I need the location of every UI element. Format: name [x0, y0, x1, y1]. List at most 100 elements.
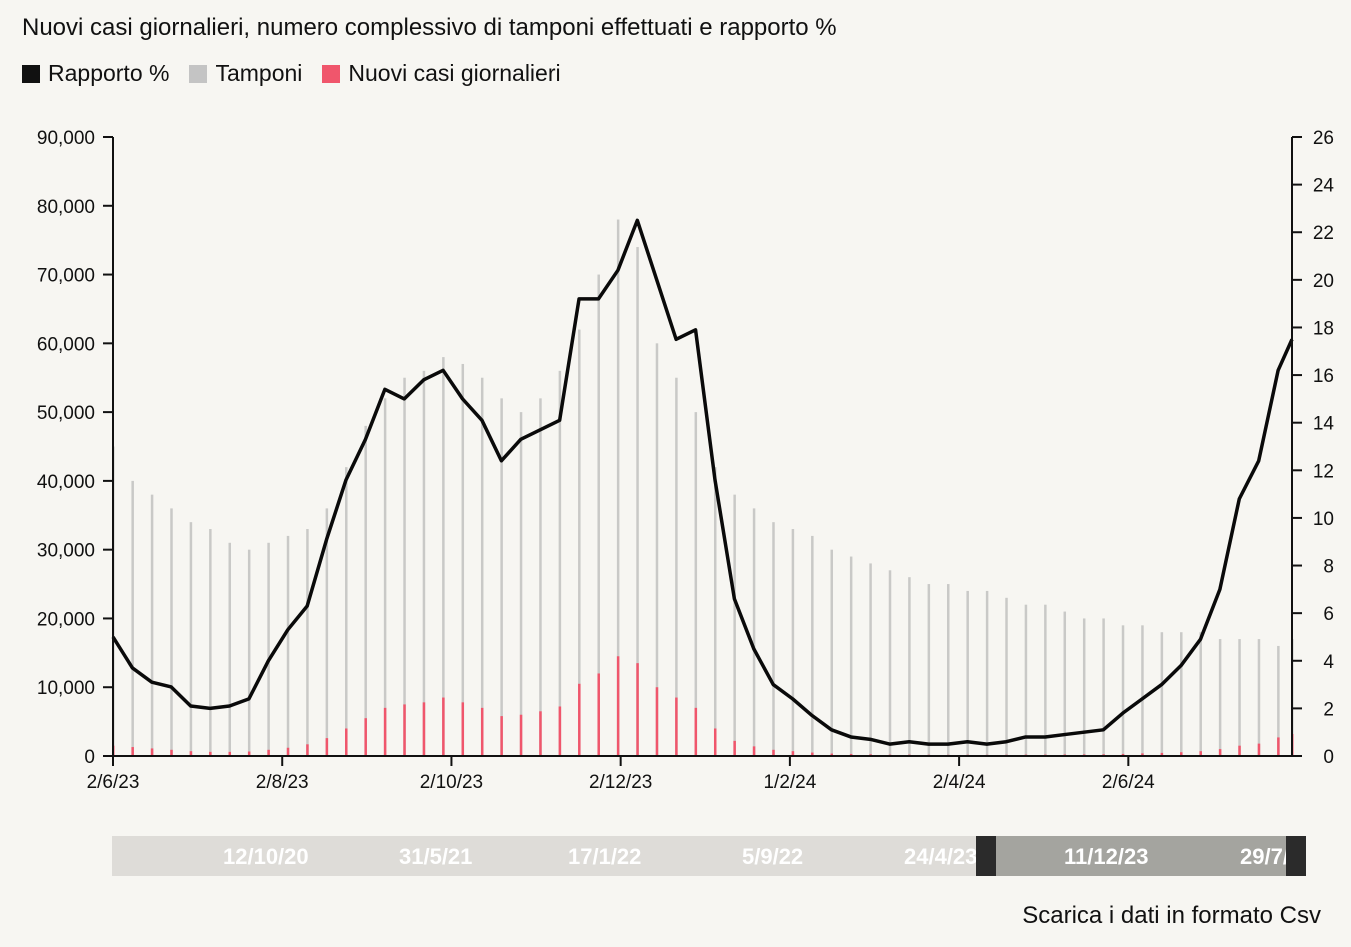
tamponi-bar [888, 570, 892, 756]
tamponi-bar [1005, 597, 1008, 756]
tamponi-bar [539, 398, 542, 756]
y-left-tick-label: 80,000 [37, 197, 95, 218]
tamponi-bar [325, 508, 329, 756]
tamponi-bar [1180, 632, 1183, 756]
tamponi-bar [791, 529, 795, 756]
tamponi-bar [947, 584, 950, 756]
legend-item-casi[interactable]: Nuovi casi giornalieri [322, 60, 561, 87]
navigator-right-handle[interactable] [1286, 836, 1306, 876]
legend: Rapporto % Tamponi Nuovi casi giornalier… [22, 60, 561, 87]
casi-bar [500, 716, 503, 756]
tamponi-bar [364, 425, 367, 756]
casi-bar [1180, 752, 1183, 756]
casi-bar [849, 753, 853, 756]
x-tick-label: 2/6/24 [1102, 772, 1155, 793]
tamponi-bar [713, 467, 717, 756]
tamponi-bar [189, 522, 193, 756]
tamponi-bar [422, 370, 426, 756]
tamponi-bar [869, 563, 872, 756]
navigator-label: 5/9/22 [742, 844, 804, 869]
tamponi-bar [733, 494, 736, 756]
tamponi-bar [578, 329, 581, 756]
casi-bar [1141, 753, 1144, 756]
navigator-selection[interactable] [988, 836, 1294, 876]
y-right-tick-label: 24 [1313, 176, 1335, 197]
y-left-tick-label: 50,000 [37, 403, 95, 424]
tamponi-bar [500, 398, 503, 756]
casi-bar [1257, 743, 1261, 756]
casi-bar [209, 751, 212, 756]
tamponi-bar [752, 508, 756, 756]
x-tick-label: 2/4/24 [933, 772, 986, 793]
casi-bar [772, 749, 775, 756]
tamponi-bar [131, 480, 134, 756]
casi-bar [461, 702, 465, 756]
tamponi-bar [966, 590, 969, 756]
casi-bar [694, 707, 698, 756]
tamponi-bar [1257, 639, 1261, 756]
tamponi-bar [597, 274, 600, 756]
tamponi-bar [480, 377, 484, 756]
y-right-tick-label: 10 [1313, 509, 1334, 530]
tamponi-bar [985, 590, 989, 756]
tamponi-bar [1082, 618, 1086, 756]
y-left-tick-label: 0 [84, 747, 95, 768]
tamponi-bar [1277, 645, 1280, 756]
x-tick-label: 2/10/23 [420, 772, 483, 793]
tamponi-bar [1063, 611, 1067, 756]
navigator-label: 31/5/21 [399, 844, 473, 869]
casi-bar [480, 707, 484, 756]
navigator-left-handle[interactable] [976, 836, 996, 876]
y-left-tick-label: 30,000 [37, 541, 95, 562]
rapporto-line [111, 218, 1294, 746]
y-left-tick-label: 60,000 [37, 334, 95, 355]
y-left-tick-label: 90,000 [37, 128, 95, 149]
tamponi-bar [675, 377, 678, 756]
tamponi-bar [286, 535, 290, 756]
tamponi-bar [383, 398, 387, 756]
navigator-label: 24/4/23 [904, 844, 978, 869]
casi-bar [403, 704, 406, 756]
tamponi-bar [558, 370, 562, 756]
y-right-tick-label: 0 [1323, 747, 1334, 768]
tamponi-bar [616, 219, 620, 757]
casi-bar [752, 746, 756, 756]
y-left-tick-label: 70,000 [37, 266, 95, 287]
legend-item-rapporto[interactable]: Rapporto % [22, 60, 169, 87]
navigator-label: 11/12/23 [1064, 844, 1149, 869]
tamponi-bar [150, 494, 154, 756]
y-right-tick-label: 18 [1313, 318, 1334, 339]
legend-label: Nuovi casi giornalieri [348, 60, 561, 86]
y-left-tick-label: 40,000 [37, 472, 95, 493]
tamponi-bar [1024, 604, 1028, 756]
chart-title: Nuovi casi giornalieri, numero complessi… [22, 14, 837, 41]
tamponi-bar [209, 529, 212, 756]
tamponi-bar [927, 584, 931, 756]
casi-bar [1238, 745, 1241, 756]
range-navigator[interactable]: 12/10/20 31/5/21 17/1/22 5/9/22 24/4/23 … [112, 836, 1306, 876]
y-right-tick-label: 26 [1313, 128, 1334, 149]
casi-bar [189, 751, 193, 756]
legend-item-tamponi[interactable]: Tamponi [189, 60, 302, 87]
y-right-tick-label: 2 [1323, 699, 1334, 720]
casi-bar [131, 747, 134, 756]
y-right-tick-label: 6 [1323, 604, 1334, 625]
y-right-tick-label: 22 [1313, 223, 1334, 244]
casi-bar [325, 738, 329, 756]
tamponi-bar [247, 549, 251, 756]
y-right-tick-label: 4 [1323, 652, 1334, 673]
casi-bar [1160, 752, 1164, 756]
tamponi-bar [772, 522, 775, 756]
y-right-tick-label: 12 [1313, 461, 1334, 482]
casi-bar [306, 744, 309, 756]
casi-bar [422, 702, 426, 756]
chart-area: 0 10,000 20,000 30,000 40,000 50,000 60,000 70,… [37, 128, 1335, 793]
tamponi-bar [655, 343, 659, 756]
tamponi-bar [849, 556, 853, 756]
download-csv-link[interactable]: Scarica i dati in formato Csv [1022, 902, 1321, 929]
tamponi-bar [1044, 604, 1047, 756]
tamponi-bar [830, 549, 833, 756]
tamponi-bar [1199, 632, 1202, 756]
casi-bar [442, 697, 445, 756]
tamponi-bar [267, 542, 270, 756]
